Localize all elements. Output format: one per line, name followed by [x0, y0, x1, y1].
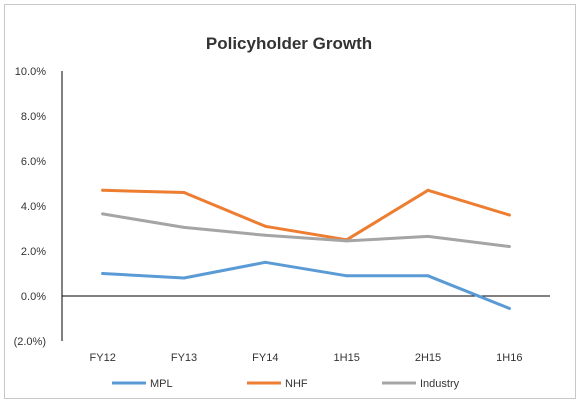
series-line-industry: [101, 212, 511, 248]
data-point-industry: [426, 234, 430, 238]
data-point-mpl: [263, 260, 267, 264]
data-point-mpl: [426, 274, 430, 278]
data-point-mpl: [507, 306, 511, 310]
data-point-industry: [182, 225, 186, 229]
x-tick-label: 2H15: [415, 352, 441, 364]
x-tick-label: 1H15: [334, 352, 360, 364]
series-line-nhf: [101, 188, 511, 242]
x-tick-label: FY13: [171, 352, 197, 364]
data-point-nhf: [182, 191, 186, 194]
data-point-nhf: [101, 188, 105, 192]
y-tick-label: 4.0%: [21, 201, 46, 213]
data-point-industry: [345, 239, 349, 243]
y-tick-label: 10.0%: [15, 66, 46, 78]
legend-label-nhf: NHF: [285, 378, 308, 390]
y-tick-label: 0.0%: [21, 291, 46, 303]
series-line-mpl: [101, 260, 511, 310]
x-tick-label: 1H16: [496, 352, 522, 364]
legend-label-industry: Industry: [420, 378, 460, 390]
chart-frame: [4, 4, 576, 399]
x-tick-label: FY14: [252, 352, 278, 364]
data-point-mpl: [182, 276, 186, 280]
chart-title: Policyholder Growth: [206, 34, 372, 53]
data-point-industry: [263, 233, 267, 237]
data-point-mpl: [345, 274, 349, 278]
data-point-industry: [507, 245, 511, 248]
x-tick-label: FY12: [90, 352, 116, 364]
data-point-nhf: [426, 188, 430, 192]
y-tick-label: 6.0%: [21, 156, 46, 168]
data-point-mpl: [101, 272, 105, 275]
y-tick-label: 8.0%: [21, 111, 46, 123]
y-tick-label: (2.0%): [14, 336, 46, 348]
data-point-nhf: [263, 224, 267, 228]
legend-label-mpl: MPL: [150, 378, 173, 390]
y-tick-label: 2.0%: [21, 246, 46, 258]
data-point-industry: [101, 212, 105, 216]
data-point-nhf: [507, 213, 511, 217]
